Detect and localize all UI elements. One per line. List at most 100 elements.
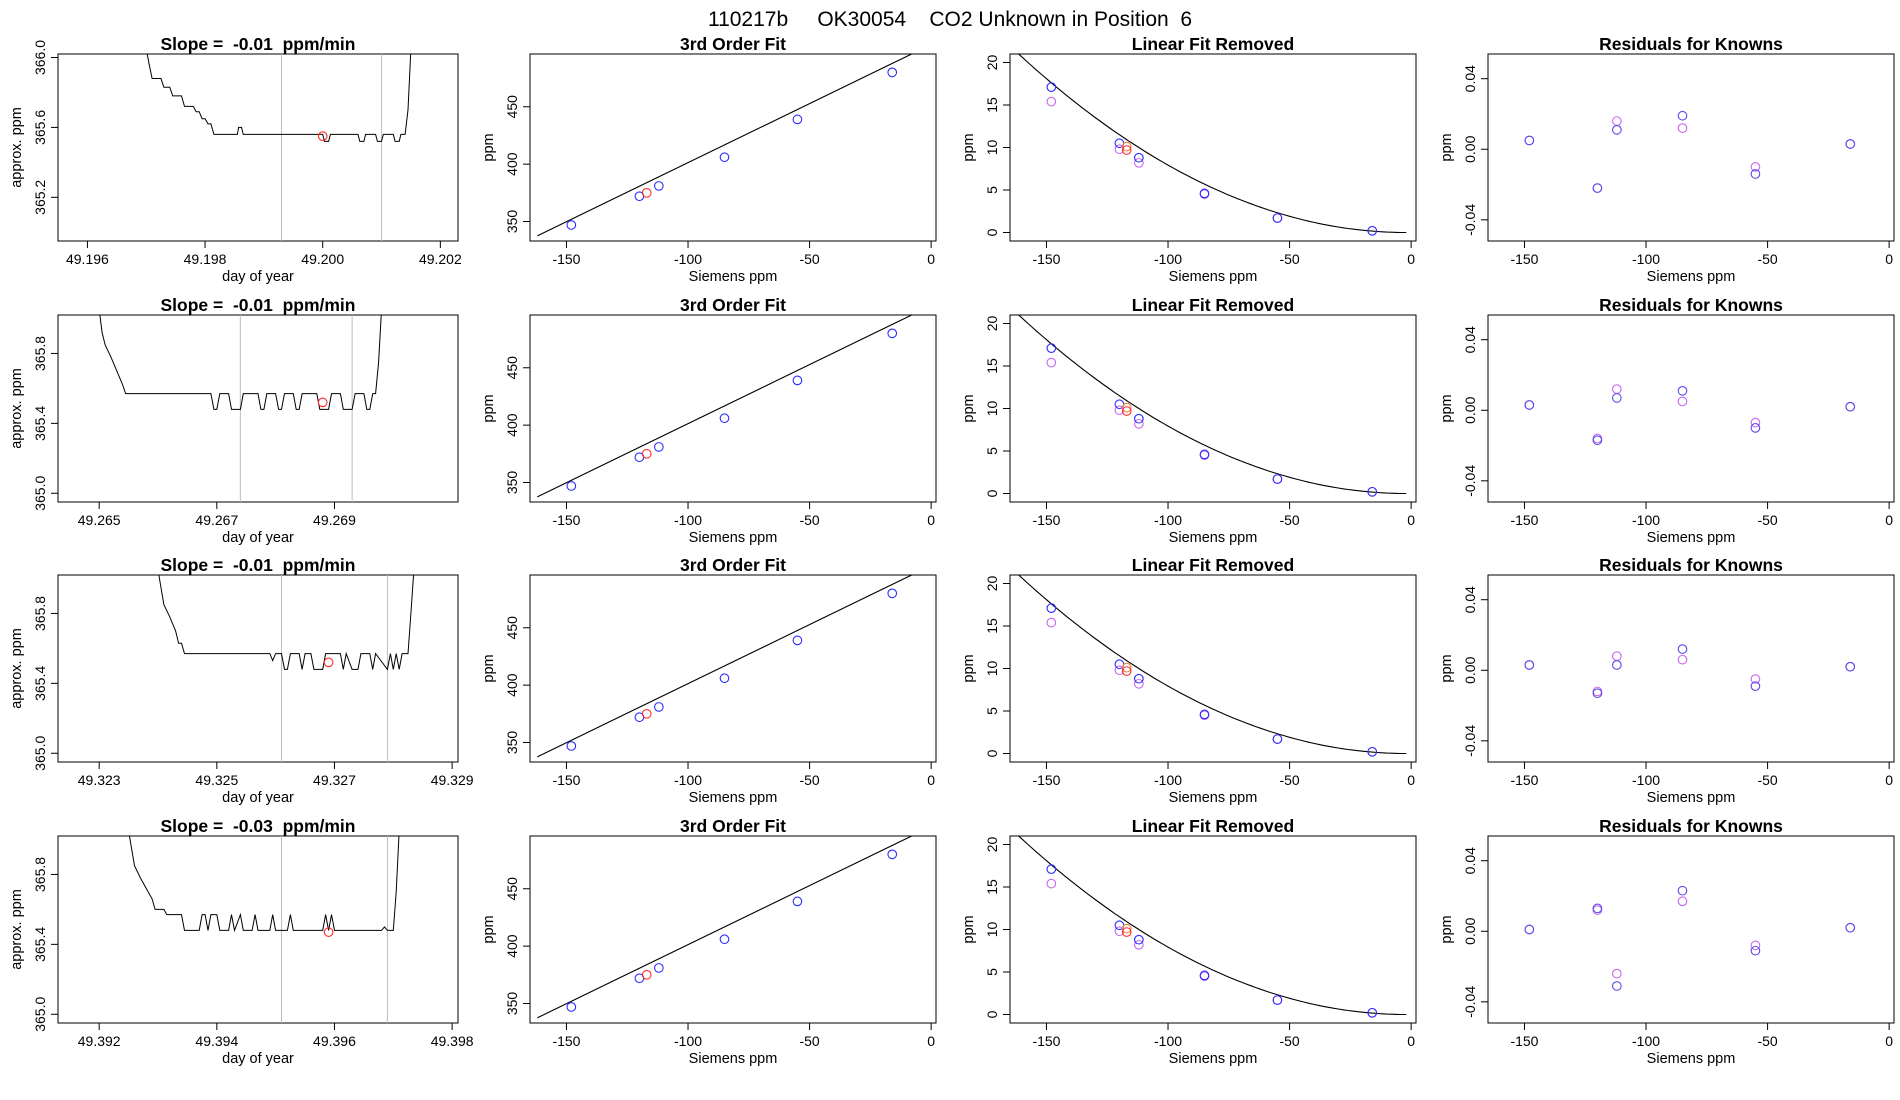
concentration-trace	[158, 575, 415, 671]
known-standard-point	[1199, 970, 1210, 981]
known-alt-point	[1046, 617, 1057, 628]
y-tick-label: 365.4	[32, 406, 48, 441]
x-tick-label: 0	[1407, 512, 1415, 528]
known-alt-point	[1046, 96, 1057, 107]
y-tick-label: 20	[984, 316, 1000, 332]
x-tick-label: -50	[1757, 772, 1777, 788]
x-tick-label: -100	[1154, 512, 1182, 528]
known-standard-point	[1367, 486, 1378, 497]
x-tick-label: -50	[1757, 1033, 1777, 1049]
known-alt-point	[1134, 157, 1144, 168]
x-tick-label: 49.265	[78, 512, 121, 528]
plot-frame	[1487, 835, 1895, 1024]
known-alt-point	[1114, 405, 1125, 416]
panel-0-3: Slope = -0.03 ppm/min 49.392 49.394 49.396 4…	[9, 816, 474, 1067]
residual-alt-point	[1612, 116, 1622, 126]
plot-area	[1017, 575, 1407, 757]
plot-frame	[1487, 314, 1895, 503]
known-standard-point	[887, 328, 898, 339]
x-tick-label: -100	[1154, 251, 1182, 267]
x-tick-label: -50	[799, 1033, 819, 1049]
x-tick-label: 49.196	[66, 251, 109, 267]
known-alt-point	[1134, 939, 1144, 950]
fit-curve	[1017, 54, 1407, 234]
residual-point	[1592, 688, 1603, 699]
x-tick-label: -150	[1510, 251, 1538, 267]
known-standard-point	[1272, 995, 1283, 1005]
residual-alt-point	[1677, 123, 1688, 133]
y-tick-label: 0.00	[1462, 135, 1478, 162]
y-tick-label: -0.04	[1462, 465, 1478, 497]
residual-alt-point	[1750, 417, 1761, 428]
x-tick-label: -150	[552, 1033, 580, 1049]
plot-frame	[529, 53, 937, 242]
y-tick-label: 350	[504, 210, 520, 234]
known-standard-point	[1199, 709, 1210, 720]
y-axis-label: ppm	[481, 915, 497, 943]
known-standard-point	[1272, 734, 1283, 744]
residual-point	[1750, 169, 1761, 179]
residual-alt-point	[1612, 384, 1622, 394]
y-axis-label: ppm	[961, 133, 977, 161]
x-tick-label: -150	[552, 772, 580, 788]
residual-point	[1750, 423, 1761, 433]
x-tick-label: -50	[1279, 772, 1299, 788]
y-tick-label: 10	[984, 661, 1000, 677]
y-axis-label: ppm	[961, 654, 977, 682]
x-tick-label: 0	[927, 772, 935, 788]
unknown-point	[1121, 666, 1132, 676]
known-standard-point	[1199, 188, 1210, 199]
x-axis-label: Siemens ppm	[1647, 269, 1736, 285]
fit-line	[537, 836, 912, 1019]
panel-title: Residuals for Knowns	[1599, 34, 1783, 54]
x-tick-label: 49.398	[431, 1033, 474, 1049]
y-tick-label: 350	[504, 471, 520, 495]
known-alt-point	[1046, 878, 1057, 889]
x-tick-label: -50	[1757, 512, 1777, 528]
residual-point	[1592, 903, 1603, 914]
y-axis-label: ppm	[961, 394, 977, 422]
known-standard-point	[566, 220, 577, 230]
y-tick-label: 0	[984, 489, 1000, 497]
known-standard-point	[1134, 673, 1144, 684]
x-tick-label: -150	[1510, 772, 1538, 788]
y-tick-label: 365.6	[32, 110, 48, 145]
known-standard-point	[719, 673, 730, 684]
known-standard-point	[1046, 864, 1057, 875]
y-axis-label: ppm	[1439, 394, 1455, 422]
panel-2-1: Linear Fit Removed -150 -100 -50 0 0 5 10 15 20 Si…	[961, 295, 1417, 546]
y-axis-label: ppm	[481, 654, 497, 682]
plot-frame	[1009, 314, 1417, 503]
x-axis-label: Siemens ppm	[1647, 530, 1736, 546]
known-standard-point	[719, 934, 730, 945]
panel-0-2: Slope = -0.01 ppm/min 49.323 49.325 49.327 4…	[9, 555, 474, 806]
plot-frame	[1009, 53, 1417, 242]
plot-area	[1524, 110, 1856, 193]
y-tick-label: 0.00	[1462, 656, 1478, 683]
known-standard-point	[792, 375, 803, 386]
panel-3-0: Residuals for Knowns -150 -100 -50 0 -0.04 0.0…	[1439, 34, 1895, 285]
residual-point	[1845, 661, 1856, 672]
x-tick-label: -150	[1032, 512, 1060, 528]
known-standard-point	[1367, 1007, 1378, 1018]
plot-frame	[529, 314, 937, 503]
plot-area	[537, 54, 912, 237]
residual-alt-point	[1677, 654, 1688, 665]
y-tick-label: 0	[984, 1010, 1000, 1018]
residual-point	[1750, 681, 1761, 691]
x-axis-label: day of year	[222, 530, 294, 546]
panel-3-2: Residuals for Knowns -150 -100 -50 0 -0.04 0.0…	[1439, 555, 1895, 806]
known-standard-point	[566, 481, 577, 491]
panel-title: 3rd Order Fit	[680, 555, 786, 575]
panel-title: 3rd Order Fit	[680, 34, 786, 54]
x-tick-label: 49.269	[313, 512, 356, 528]
unknown-point	[641, 187, 652, 198]
x-tick-label: -50	[1279, 251, 1299, 267]
known-standard-point	[1367, 225, 1378, 236]
y-axis-label: ppm	[481, 133, 497, 161]
plot-area	[1017, 836, 1407, 1018]
y-tick-label: -0.04	[1462, 204, 1478, 236]
unknown-mean-point	[317, 131, 328, 141]
x-tick-label: -150	[1510, 512, 1538, 528]
